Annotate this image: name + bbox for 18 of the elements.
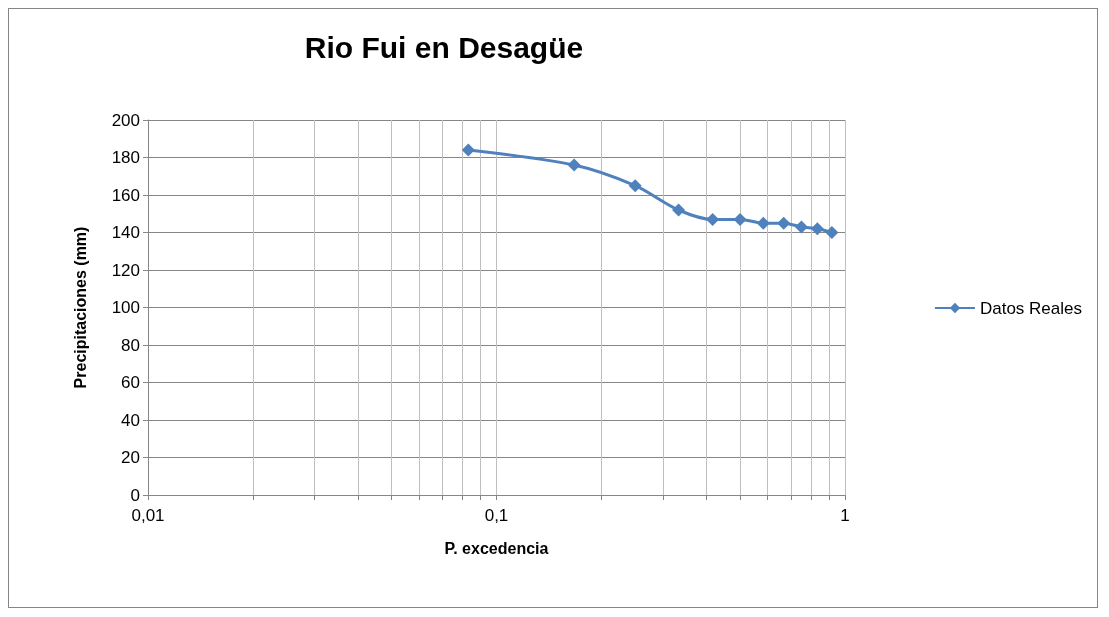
x-axis-title: P. excedencia [444,539,549,557]
y-tick-label: 140 [111,223,140,242]
x-tick-label: 0,01 [131,506,165,525]
y-axis-title: Precipitaciones (mm) [71,226,89,389]
y-tick-label: 100 [111,298,140,317]
y-tick-label: 60 [121,373,140,392]
y-tick-label: 200 [111,110,140,130]
y-tick-label: 120 [111,260,140,280]
y-tick-label: 160 [111,185,140,205]
y-tick-label: 40 [121,410,140,430]
legend-label: Datos Reales [979,298,1083,318]
y-tick-label: 20 [121,448,140,467]
x-tick-label: 1 [840,506,850,525]
y-tick-label: 80 [121,335,140,355]
x-tick-label: 0,1 [484,506,509,525]
y-tick-label: 180 [111,148,140,167]
y-tick-label: 0 [130,485,140,505]
chart-title: Rio Fui en Desagüe [304,30,584,64]
